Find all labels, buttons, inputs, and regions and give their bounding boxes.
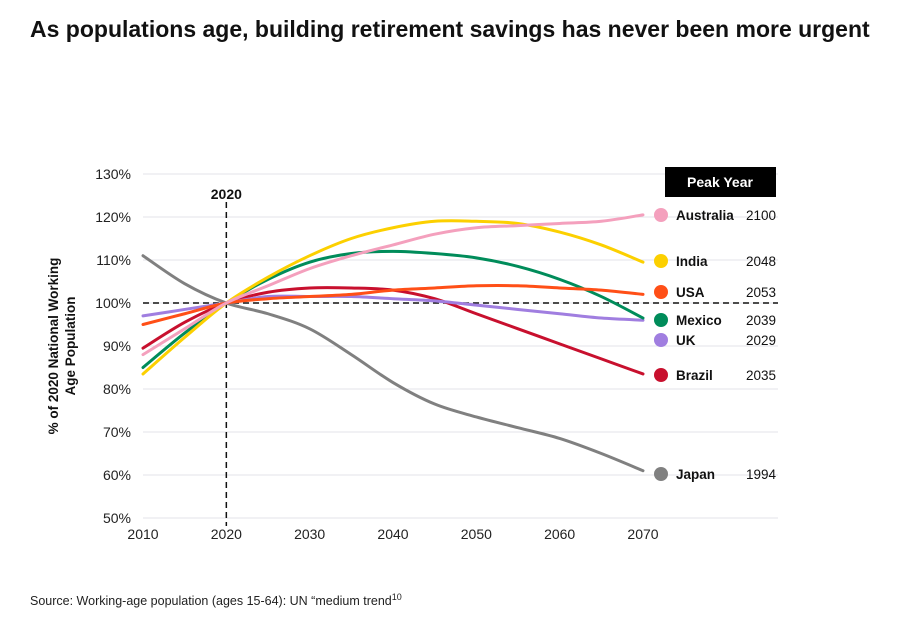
x-tick-label: 2070 xyxy=(627,526,658,542)
legend-marker-brazil xyxy=(654,368,668,382)
legend-marker-mexico xyxy=(654,313,668,327)
legend-peak-year: 2029 xyxy=(746,333,776,348)
x-tick-label: 2050 xyxy=(461,526,492,542)
y-axis-label: % of 2020 National Working Age Population xyxy=(46,258,78,435)
legend-peak-year: 1994 xyxy=(746,467,777,482)
y-tick-label: 80% xyxy=(103,381,131,397)
reference-line-label: 2020 xyxy=(211,186,242,202)
x-tick-label: 2040 xyxy=(377,526,408,542)
y-tick-label: 90% xyxy=(103,338,131,354)
x-tick-label: 2030 xyxy=(294,526,325,542)
legend-peak-year: 2048 xyxy=(746,254,776,269)
series-line-australia xyxy=(141,213,645,357)
y-tick-label: 60% xyxy=(103,467,131,483)
y-tick-label: 120% xyxy=(95,209,131,225)
legend-marker-japan xyxy=(654,467,668,481)
x-tick-label: 2020 xyxy=(211,526,242,542)
legend-marker-australia xyxy=(654,208,668,222)
legend-marker-uk xyxy=(654,333,668,347)
legend-label: USA xyxy=(676,285,705,300)
y-tick-label: 70% xyxy=(103,424,131,440)
legend-peak-year: 2039 xyxy=(746,313,776,328)
source-text: Source: Working-age population (ages 15-… xyxy=(30,594,392,609)
x-tick-label: 2010 xyxy=(127,526,158,542)
y-axis-label-line: % of 2020 National Working xyxy=(46,258,61,435)
legend-marker-india xyxy=(654,254,668,268)
legend-header-box xyxy=(665,167,776,197)
legend-label: Australia xyxy=(676,208,734,223)
legend-label: Japan xyxy=(676,467,715,482)
page-title: As populations age, building retirement … xyxy=(30,16,870,42)
legend-label: UK xyxy=(676,333,696,348)
legend-peak-year: 2100 xyxy=(746,208,776,223)
legend-label: Mexico xyxy=(676,313,722,328)
legend-label: India xyxy=(676,254,708,269)
legend-peak-year: 2035 xyxy=(746,368,776,383)
legend-header: Peak Year xyxy=(687,174,753,190)
legend-peak-year: 2053 xyxy=(746,285,776,300)
y-tick-label: 100% xyxy=(95,295,131,311)
y-tick-label: 50% xyxy=(103,510,131,526)
series-line-usa xyxy=(141,284,645,326)
y-axis-label-line: Age Population xyxy=(63,297,78,396)
legend-label: Brazil xyxy=(676,368,713,383)
source-footnote: 10 xyxy=(391,592,402,602)
y-tick-label: 110% xyxy=(96,252,131,268)
y-tick-label: 130% xyxy=(95,166,131,182)
legend-marker-usa xyxy=(654,285,668,299)
source-note: Source: Working-age population (ages 15-… xyxy=(30,592,402,608)
x-tick-label: 2060 xyxy=(544,526,575,542)
